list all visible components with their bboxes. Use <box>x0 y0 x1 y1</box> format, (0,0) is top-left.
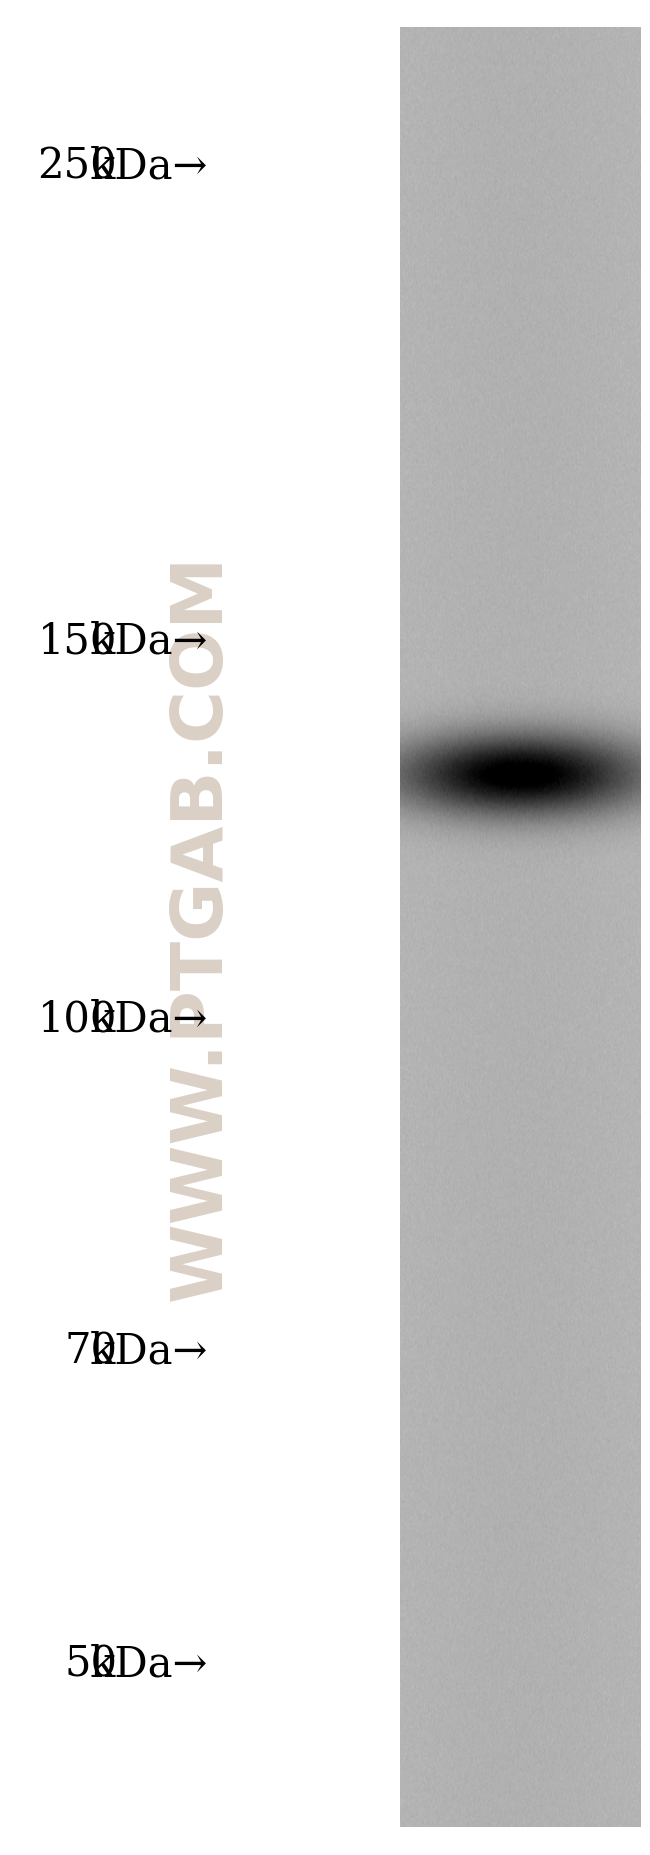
Text: 100: 100 <box>38 998 117 1041</box>
Text: 50: 50 <box>64 1644 117 1686</box>
Text: kDa→: kDa→ <box>90 1644 208 1686</box>
Text: 150: 150 <box>38 621 117 662</box>
Text: WWW.PTGAB.COM: WWW.PTGAB.COM <box>167 555 236 1300</box>
Text: 250: 250 <box>38 145 117 187</box>
Text: kDa→: kDa→ <box>90 621 208 662</box>
Text: kDa→: kDa→ <box>90 998 208 1041</box>
Text: 70: 70 <box>64 1330 117 1373</box>
Text: kDa→: kDa→ <box>90 1330 208 1373</box>
Text: kDa→: kDa→ <box>90 145 208 187</box>
